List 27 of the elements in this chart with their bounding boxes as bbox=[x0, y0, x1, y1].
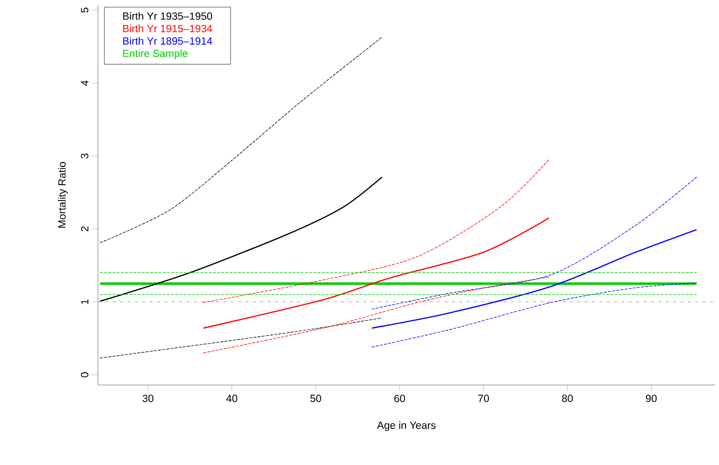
line-series bbox=[203, 159, 550, 303]
line-series bbox=[372, 282, 697, 348]
x-tick-label: 30 bbox=[142, 394, 154, 402]
x-tick-label: 40 bbox=[226, 394, 238, 402]
y-tick-label: 1 bbox=[81, 299, 88, 304]
line-series bbox=[100, 176, 383, 302]
y-tick-label: 3 bbox=[80, 154, 88, 158]
text: Birth Yr 1895–1914 bbox=[123, 37, 212, 45]
line-series bbox=[372, 176, 697, 310]
y-tick-label: 0 bbox=[80, 372, 88, 378]
x-tick-label: 60 bbox=[394, 394, 406, 402]
x-axis-title: Age in Years bbox=[377, 421, 436, 432]
y-tick-label: 2 bbox=[81, 226, 88, 232]
line-series bbox=[371, 229, 698, 329]
x-tick-label: 90 bbox=[646, 394, 657, 402]
line-series bbox=[100, 36, 382, 244]
text: Entire Sample bbox=[123, 49, 188, 60]
x-tick-label: 70 bbox=[478, 394, 489, 402]
x-tick-label: 80 bbox=[562, 394, 573, 402]
line-series bbox=[202, 217, 550, 329]
y-tick-label: 5 bbox=[81, 8, 88, 13]
text: Birth Yr 1935–1950 bbox=[123, 12, 212, 20]
x-tick-label: 50 bbox=[310, 394, 322, 402]
line-series bbox=[203, 276, 550, 354]
text: Birth Yr 1915–1934 bbox=[123, 24, 212, 32]
y-axis-title: Mortality Ratio bbox=[58, 162, 68, 228]
y-tick-label: 4 bbox=[81, 80, 88, 86]
